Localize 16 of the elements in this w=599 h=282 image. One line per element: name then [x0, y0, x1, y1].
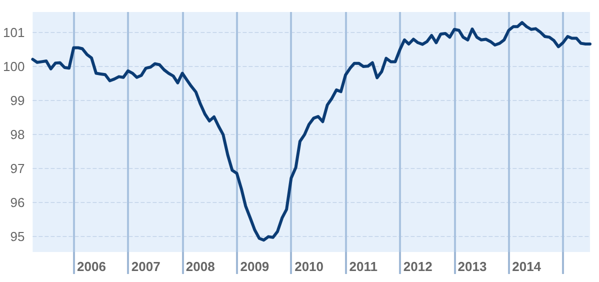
y-tick-label: 95	[10, 229, 25, 244]
x-tick-label: 2006	[77, 259, 106, 274]
x-tick-label: 2007	[131, 259, 160, 274]
x-tick-label: 2010	[294, 259, 324, 274]
x-tick-label: 2008	[186, 259, 215, 274]
y-tick-label: 99	[10, 93, 25, 108]
x-tick-label: 2014	[512, 259, 542, 274]
y-tick-label: 97	[10, 161, 25, 176]
x-tick-label: 2011	[349, 259, 378, 274]
x-tick-label: 2012	[403, 259, 432, 274]
x-tick-label: 2009	[240, 259, 270, 274]
y-tick-label: 96	[10, 195, 25, 210]
y-tick-label: 100	[2, 58, 25, 74]
y-tick-label: 98	[10, 127, 25, 142]
y-tick-label: 101	[2, 24, 25, 40]
x-tick-label: 2013	[458, 259, 487, 274]
